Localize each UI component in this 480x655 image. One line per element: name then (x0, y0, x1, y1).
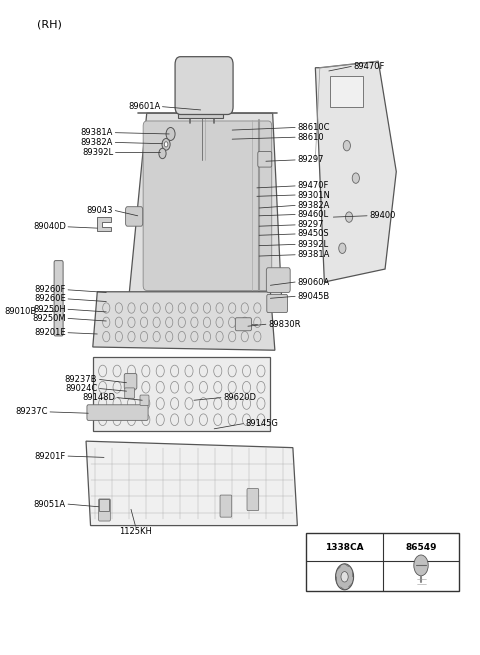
Text: 89148D: 89148D (82, 393, 115, 402)
Text: 89250M: 89250M (32, 314, 66, 323)
Text: 89830R: 89830R (268, 320, 300, 329)
Text: 89460L: 89460L (298, 210, 328, 219)
FancyBboxPatch shape (266, 268, 290, 292)
Text: 1338CA: 1338CA (325, 542, 364, 552)
Text: 89237B: 89237B (65, 375, 97, 384)
Polygon shape (315, 61, 396, 282)
Circle shape (162, 138, 170, 150)
Circle shape (159, 148, 166, 159)
Text: 89201F: 89201F (35, 451, 66, 460)
Text: 89297: 89297 (298, 220, 324, 229)
Text: 89450S: 89450S (298, 229, 329, 238)
Text: 89260E: 89260E (34, 295, 66, 303)
FancyBboxPatch shape (93, 357, 270, 432)
Text: 89382A: 89382A (81, 138, 113, 147)
Text: 86549: 86549 (405, 542, 437, 552)
Bar (306, 533, 459, 591)
Text: 89051A: 89051A (34, 500, 66, 509)
FancyBboxPatch shape (247, 489, 259, 511)
FancyBboxPatch shape (220, 495, 232, 517)
FancyBboxPatch shape (330, 75, 363, 107)
Polygon shape (86, 441, 298, 525)
FancyBboxPatch shape (87, 405, 148, 421)
Circle shape (346, 212, 353, 222)
Text: 89620D: 89620D (223, 393, 256, 402)
Text: 89301N: 89301N (298, 191, 330, 200)
Circle shape (336, 564, 354, 590)
Text: 89145G: 89145G (246, 419, 278, 428)
FancyBboxPatch shape (125, 388, 134, 398)
Text: 89392L: 89392L (298, 240, 328, 249)
Text: 89297: 89297 (298, 155, 324, 164)
Text: 89381A: 89381A (298, 250, 330, 259)
Polygon shape (93, 291, 275, 350)
Text: 89400: 89400 (369, 212, 396, 220)
Text: 88610: 88610 (298, 133, 324, 141)
Circle shape (164, 141, 168, 147)
FancyBboxPatch shape (258, 151, 272, 167)
Text: 89237C: 89237C (15, 407, 48, 417)
FancyBboxPatch shape (175, 57, 233, 115)
FancyBboxPatch shape (54, 261, 63, 336)
Text: 1125KH: 1125KH (119, 527, 152, 536)
Circle shape (414, 555, 428, 576)
Text: 89045B: 89045B (298, 292, 330, 301)
Text: 89601A: 89601A (128, 102, 160, 111)
FancyBboxPatch shape (267, 294, 288, 312)
Text: 89024C: 89024C (65, 384, 97, 393)
Text: 89381A: 89381A (81, 128, 113, 137)
Circle shape (339, 243, 346, 253)
Text: 88610C: 88610C (298, 123, 330, 132)
Polygon shape (97, 217, 111, 231)
Circle shape (341, 572, 348, 582)
Text: 89060A: 89060A (298, 278, 330, 286)
FancyBboxPatch shape (143, 121, 272, 290)
Text: 89010B: 89010B (4, 307, 36, 316)
Text: 89470F: 89470F (354, 62, 385, 71)
Text: 89250H: 89250H (33, 305, 66, 314)
FancyBboxPatch shape (235, 318, 252, 331)
Circle shape (343, 140, 350, 151)
Text: 89382A: 89382A (298, 201, 330, 210)
Text: (RH): (RH) (36, 19, 61, 29)
Text: 89260F: 89260F (35, 286, 66, 294)
FancyBboxPatch shape (98, 499, 110, 521)
Polygon shape (129, 113, 282, 298)
FancyBboxPatch shape (178, 105, 223, 119)
Text: 89201E: 89201E (34, 328, 66, 337)
FancyBboxPatch shape (124, 373, 137, 389)
Circle shape (166, 128, 175, 140)
Text: 89040D: 89040D (33, 222, 66, 231)
FancyBboxPatch shape (140, 395, 149, 405)
Circle shape (352, 173, 360, 183)
FancyBboxPatch shape (126, 207, 143, 226)
Text: 89392L: 89392L (82, 147, 113, 157)
Text: 89043: 89043 (86, 206, 113, 215)
Text: 89470F: 89470F (298, 181, 329, 191)
FancyBboxPatch shape (98, 499, 109, 511)
